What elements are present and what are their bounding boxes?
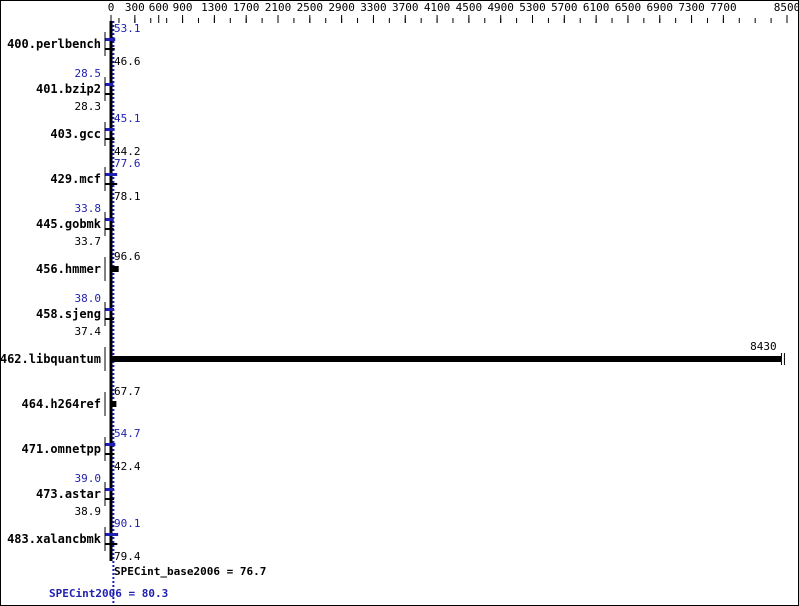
x-tick-label: 4500 [456,1,483,14]
base-bar [105,453,115,455]
base-bar [111,401,117,407]
peak-value-label: 28.5 [75,67,102,80]
x-tick-label: 7300 [678,1,705,14]
x-tick-label: 300 [125,1,145,14]
base-bar [111,266,119,272]
peak-value-label: 54.7 [114,427,141,440]
peak-value-label: 45.1 [114,112,141,125]
benchmark-label: 401.bzip2 [36,82,101,96]
base-bar [105,48,115,50]
peak-bar [105,533,119,536]
benchmark-label: 445.gobmk [36,217,102,231]
base-value-label: 33.7 [75,235,102,248]
peak-summary-label: SPECint2006 = 80.3 [49,587,168,600]
base-value-label: 38.9 [75,505,102,518]
base-bar [105,498,115,500]
x-tick-label: 8500 [774,1,798,14]
base-bar [105,228,114,230]
x-tick-label: 5300 [519,1,546,14]
base-bar [105,93,114,95]
x-tick-label: 3700 [392,1,419,14]
x-tick-label: 600 [149,1,169,14]
peak-bar [105,443,116,446]
x-tick-label: 6900 [647,1,674,14]
peak-value-label: 53.1 [114,22,141,35]
x-tick-label: 3300 [360,1,387,14]
x-tick-label: 1700 [233,1,260,14]
base-value-label: 67.7 [114,385,141,398]
x-tick-label: 2500 [297,1,324,14]
peak-value-label: 90.1 [114,517,141,530]
base-bar [105,543,118,545]
benchmark-label: 473.astar [36,487,101,501]
peak-value-label: 38.0 [75,292,102,305]
base-value-label: 78.1 [114,190,141,203]
peak-bar [105,128,115,131]
peak-value-label: 33.8 [75,202,102,215]
peak-bar [105,83,114,86]
peak-value-label: 77.6 [114,157,141,170]
benchmark-label: 458.sjeng [36,307,101,321]
base-bar [105,318,114,320]
base-value-label: 44.2 [114,145,141,158]
peak-bar [105,308,115,311]
base-value-label: 79.4 [114,550,141,563]
x-tick-label: 0 [108,1,115,14]
x-tick-label: 4100 [424,1,451,14]
base-bar [105,138,115,140]
x-tick-label: 900 [173,1,193,14]
peak-bar [105,173,118,176]
base-bar [105,183,118,185]
benchmark-label: 429.mcf [50,172,101,186]
benchmark-label: 403.gcc [50,127,101,141]
benchmark-label: 456.hmmer [36,262,101,276]
x-tick-label: 1300 [201,1,228,14]
benchmark-label: 462.libquantum [1,352,101,366]
x-tick-label: 7700 [710,1,737,14]
base-value-label: 42.4 [114,460,141,473]
base-value-label: 37.4 [75,325,102,338]
x-tick-label: 5700 [551,1,578,14]
x-tick-label: 2900 [328,1,355,14]
benchmark-label: 464.h264ref [22,397,101,411]
x-tick-label: 6500 [615,1,642,14]
peak-bar [105,218,114,221]
x-tick-label: 4900 [487,1,514,14]
x-tick-label: 2100 [265,1,292,14]
benchmark-label: 483.xalancbmk [7,532,102,546]
x-tick-label: 6100 [583,1,610,14]
base-bar [111,356,782,362]
benchmark-label: 471.omnetpp [22,442,101,456]
benchmark-label: 400.perlbench [7,37,101,51]
base-summary-label: SPECint_base2006 = 76.7 [114,565,266,578]
base-value-label: 28.3 [75,100,102,113]
base-value-label: 46.6 [114,55,141,68]
base-value-label: 96.6 [114,250,141,263]
base-value-label: 8430 [750,340,777,353]
peak-bar [105,38,116,41]
peak-value-label: 39.0 [75,472,102,485]
peak-bar [105,488,115,491]
